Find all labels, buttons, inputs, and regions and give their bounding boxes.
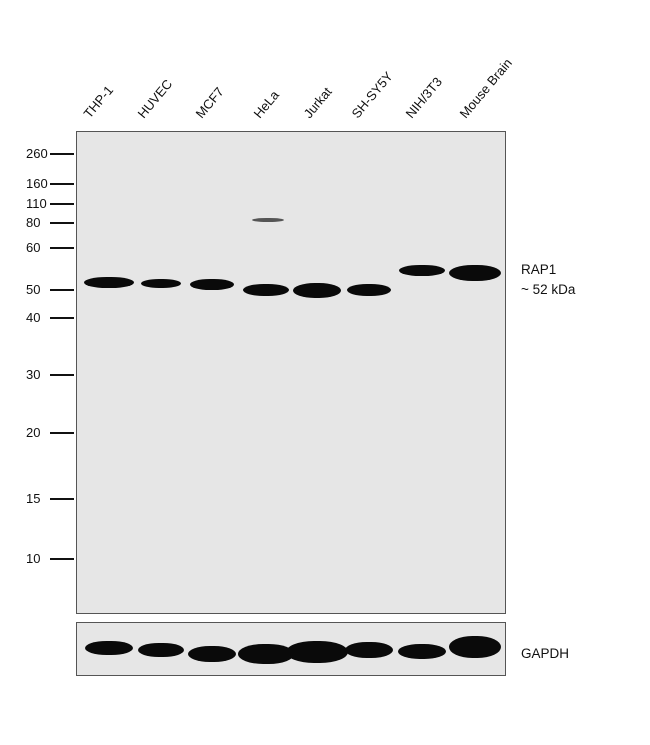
gapdh-band (286, 641, 348, 663)
marker-label: 10 (26, 551, 41, 566)
marker-tick (50, 183, 74, 185)
marker-label: 50 (26, 282, 41, 297)
rap1-band (399, 264, 445, 276)
nonspecific-band (252, 218, 284, 222)
marker-tick (50, 498, 74, 500)
gapdh-band (345, 642, 393, 658)
marker-tick (50, 432, 74, 434)
rap1-band (347, 284, 391, 296)
rap1-band (190, 278, 234, 290)
marker-tick (50, 289, 74, 291)
gapdh-band (188, 646, 236, 662)
marker-tick (50, 247, 74, 249)
loading-control-label: GAPDH (521, 646, 570, 661)
marker-label: 160 (26, 176, 48, 191)
lane-label: Mouse Brain (456, 55, 515, 121)
marker-label: 40 (26, 310, 41, 325)
rap1-band (293, 282, 341, 298)
lane-label: HUVEC (134, 76, 176, 121)
lane-label: MCF7 (192, 84, 227, 121)
marker-label: 110 (26, 196, 47, 211)
blot-panel-rap1 (76, 131, 506, 614)
marker-label: 80 (26, 215, 41, 230)
lane-label: HeLa (250, 87, 282, 121)
target-size-label: ~ 52 kDa (521, 282, 576, 297)
marker-tick (50, 558, 74, 560)
gapdh-band (138, 643, 184, 657)
rap1-band (449, 265, 501, 281)
lane-label: Jurkat (300, 84, 335, 121)
gapdh-band (449, 636, 501, 658)
gapdh-band (85, 641, 133, 655)
marker-label: 260 (26, 146, 48, 161)
marker-label: 60 (26, 240, 41, 255)
gapdh-band (398, 643, 446, 659)
rap1-band (243, 284, 289, 296)
rap1-band (141, 278, 181, 288)
marker-label: 20 (26, 425, 41, 440)
lane-label: NIH/3T3 (402, 74, 446, 121)
marker-tick (50, 317, 74, 319)
marker-tick (50, 153, 74, 155)
marker-tick (50, 374, 74, 376)
lane-label: THP-1 (80, 82, 117, 121)
marker-label: 15 (26, 491, 41, 506)
marker-tick (50, 222, 74, 224)
lane-label: SH-SY5Y (348, 68, 396, 121)
rap1-band (84, 276, 134, 288)
target-label: RAP1 (521, 262, 557, 277)
gapdh-band (238, 644, 294, 664)
marker-tick (50, 203, 74, 205)
marker-label: 30 (26, 367, 41, 382)
